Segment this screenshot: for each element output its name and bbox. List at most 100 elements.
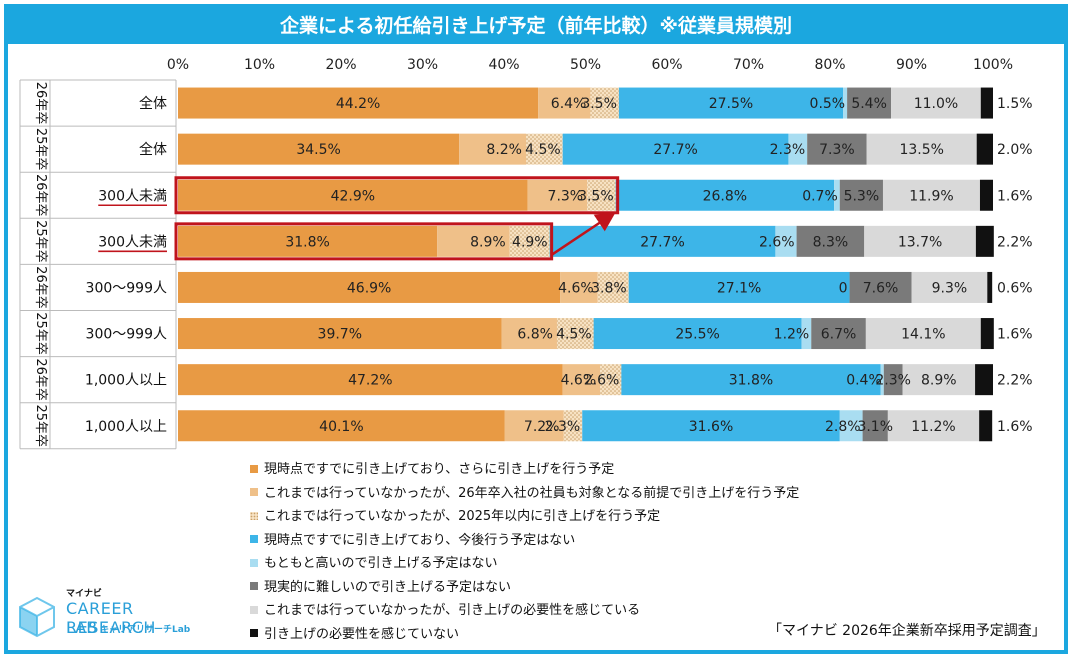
data-label: 3.5% (581, 96, 617, 112)
bar-segment (849, 271, 912, 303)
bar-segment (975, 364, 993, 396)
legend-label: 引き上げの必要性を感じていない (264, 626, 460, 642)
bar-segment (811, 318, 866, 350)
data-label: 13.7% (898, 234, 942, 250)
data-label: 6.7% (821, 327, 857, 343)
x-tick-label: 80% (814, 57, 845, 73)
data-label: 27.7% (640, 234, 684, 250)
row-year-label: 25年卒 (33, 312, 48, 355)
bar-segment (866, 133, 977, 165)
data-label: 11.9% (909, 188, 953, 204)
data-label: 2.3% (770, 142, 806, 158)
row-category-label: 300人未満 (98, 188, 167, 204)
data-label: 7.2% (524, 419, 560, 435)
data-label: 0.4% (846, 373, 882, 389)
row-category-label: 300～999人 (86, 327, 167, 343)
legend-item: もともと高いので引き上げる予定はない (250, 552, 870, 576)
bar-segment (847, 87, 892, 119)
source-note: 「マイナビ 2026年企業新卒採用予定調査」 (768, 623, 1046, 639)
logo-cube-icon (19, 596, 55, 638)
bar-segment (178, 271, 561, 303)
data-label: 31.8% (285, 234, 329, 250)
data-label: 3.8% (591, 280, 627, 296)
bar-segment (979, 179, 993, 211)
legend-label: これまでは行っていなかったが、2025年以内に引き上げを行う予定 (264, 509, 661, 524)
bar-segment (880, 364, 884, 396)
data-label: 46.9% (347, 280, 391, 296)
x-tick-label: 10% (244, 57, 275, 73)
legend-item: 引き上げの必要性を感じていない (250, 623, 870, 647)
logo-line1: マイナビ (66, 589, 102, 599)
data-label: 27.5% (709, 96, 753, 112)
bar-segment (975, 225, 994, 257)
data-label: 2.3% (545, 419, 581, 435)
row-year-label: 25年卒 (33, 404, 48, 447)
data-label: 44.2% (336, 96, 380, 112)
data-label: 34.5% (296, 142, 340, 158)
data-label: 0.7% (802, 188, 838, 204)
data-label: 7.3% (819, 142, 855, 158)
bar-segment (178, 179, 528, 211)
highlight-box (174, 176, 620, 215)
data-label: 8.9% (470, 234, 506, 250)
legend-swatch (250, 535, 258, 543)
bar-segment (178, 225, 438, 257)
data-label: 11.0% (914, 96, 958, 112)
bar-segment (593, 318, 802, 350)
data-label: 0 (839, 280, 848, 296)
data-label: 4.6% (561, 373, 597, 389)
legend-label: これまでは行っていなかったが、引き上げの必要性を感じている (264, 603, 641, 618)
row-category-label: 1,000人以上 (85, 373, 167, 389)
row-category-label: 300～999人 (86, 280, 167, 296)
data-label: 11.2% (911, 419, 955, 435)
data-label: 0.5% (810, 96, 846, 112)
data-label: 2.0% (997, 142, 1033, 158)
bar-segment (864, 225, 976, 257)
bar-segment (891, 87, 981, 119)
data-label: 6.8% (517, 327, 553, 343)
bar-segment (527, 179, 588, 211)
data-label: 1.6% (997, 327, 1033, 343)
bar-segment (862, 410, 888, 442)
row-category-label: 1,000人以上 (85, 419, 167, 435)
bar-segment (556, 318, 594, 350)
bar-segment (178, 133, 460, 165)
legend: 現時点ですでに引き上げており、さらに引き上げを行う予定これまでは行っていなかった… (250, 458, 870, 646)
logo-line3: LAB (66, 618, 98, 637)
bar-segment (562, 133, 789, 165)
data-label: 8.2% (486, 142, 522, 158)
bar-segment (178, 318, 502, 350)
data-label: 4.6% (558, 280, 594, 296)
row-year-label: 26年卒 (33, 358, 48, 401)
bar-segment (501, 318, 557, 350)
x-tick-label: 70% (733, 57, 764, 73)
row-year-label: 26年卒 (33, 266, 48, 309)
comparison-arrow (550, 211, 616, 256)
bar-segment (504, 410, 564, 442)
bar-segment (560, 271, 598, 303)
data-label: 1.6% (997, 419, 1033, 435)
bar-segment (796, 225, 865, 257)
data-label: 27.7% (653, 142, 697, 158)
data-label: 26.8% (703, 188, 747, 204)
bar-segment (437, 225, 510, 257)
legend-item: これまでは行っていなかったが、引き上げの必要性を感じている (250, 599, 870, 623)
data-label: 4.9% (512, 234, 548, 250)
data-label: 42.9% (331, 188, 375, 204)
bar-segment (976, 133, 993, 165)
legend-label: 現時点ですでに引き上げており、さらに引き上げを行う予定 (264, 462, 615, 477)
data-label: 0.6% (997, 280, 1033, 296)
data-label: 3.5% (578, 188, 614, 204)
bar-segment (178, 87, 539, 119)
legend-swatch (250, 605, 258, 614)
bar-segment (615, 179, 835, 211)
bar-segment (178, 364, 563, 396)
bar-segment (843, 87, 848, 119)
bar-segment (788, 133, 808, 165)
legend-swatch (250, 488, 258, 496)
legend-item: これまでは行っていなかったが、26年卒入社の社員も対象となる前提で引き上げを行う… (250, 482, 870, 506)
bar-segment (590, 87, 619, 119)
bar-segment (980, 87, 993, 119)
data-label: 9.3% (932, 280, 968, 296)
bar-segment (865, 318, 981, 350)
